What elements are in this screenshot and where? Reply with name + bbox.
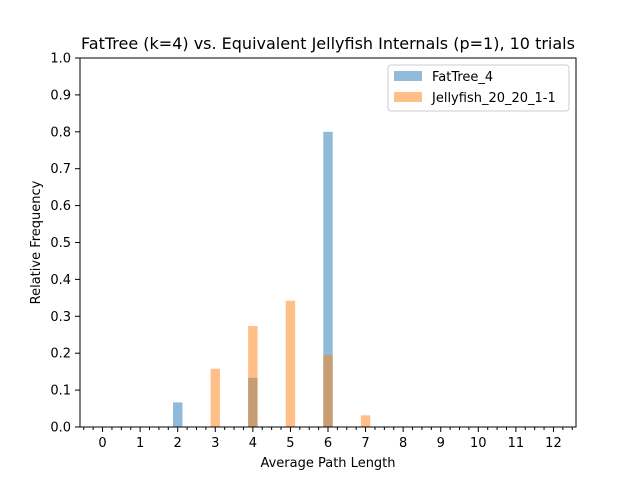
x-tick-label-2: 2 — [174, 436, 182, 451]
axes-layer: 0 1 2 3 4 5 6 7 8 9 10 11 120.00.10.20.30.40.50.60.7… — [50, 52, 577, 451]
bar-series-1-0 — [210, 368, 220, 427]
x-tick-label-0: 0 — [98, 436, 106, 451]
x-tick-label-12: 12 — [545, 436, 562, 451]
legend-swatch-1 — [394, 92, 422, 102]
chart-title: FatTree (k=4) vs. Equivalent Jellyfish I… — [81, 34, 575, 53]
y-axis-label: Relative Frequency — [29, 180, 44, 304]
y-tick-label-1: 0.1 — [50, 384, 71, 399]
x-tick-label-5: 5 — [286, 436, 294, 451]
legend-box — [387, 64, 570, 112]
bar-series-1-1 — [248, 326, 258, 427]
x-tick-label-1: 1 — [136, 436, 144, 451]
x-tick-label-11: 11 — [508, 436, 525, 451]
legend-swatch-0 — [394, 71, 422, 81]
bar-series-1-2 — [285, 300, 296, 427]
bar-series-0-0 — [173, 402, 183, 427]
y-tick-label-3: 0.3 — [50, 310, 71, 325]
legend-label-0: FatTree_4 — [432, 70, 493, 85]
legend: FatTree_4 Jellyfish_20_20_1-1 — [387, 64, 570, 112]
y-tick-label-6: 0.6 — [50, 199, 71, 214]
x-tick-label-7: 7 — [361, 436, 369, 451]
x-tick-label-4: 4 — [249, 436, 257, 451]
bars-layer — [173, 131, 371, 428]
x-tick-label-8: 8 — [399, 436, 407, 451]
x-tick-label-10: 10 — [470, 436, 487, 451]
y-tick-label-10: 1.0 — [50, 52, 71, 67]
bar-series-1-4 — [360, 415, 371, 427]
legend-label-1: Jellyfish_20_20_1-1 — [431, 91, 556, 106]
y-tick-label-5: 0.5 — [50, 236, 71, 251]
bar-series-0-2 — [323, 131, 333, 428]
x-axis-label: Average Path Length — [260, 456, 395, 471]
y-tick-label-7: 0.7 — [50, 162, 71, 177]
y-tick-label-0: 0.0 — [50, 421, 71, 436]
x-tick-label-9: 9 — [437, 436, 445, 451]
x-tick-label-6: 6 — [324, 436, 332, 451]
x-tick-label-3: 3 — [211, 436, 219, 451]
y-tick-label-8: 0.8 — [50, 125, 71, 140]
bar-series-1-3 — [323, 355, 333, 427]
y-tick-label-2: 0.2 — [50, 347, 71, 362]
y-tick-label-9: 0.9 — [50, 88, 71, 103]
y-tick-label-4: 0.4 — [50, 273, 71, 288]
